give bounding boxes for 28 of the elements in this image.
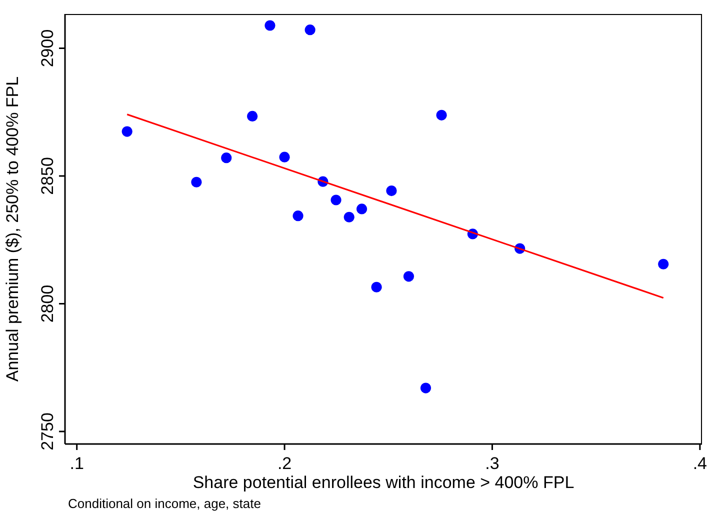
x-tick-label: .2 <box>277 454 292 473</box>
point <box>436 110 447 120</box>
point <box>344 212 354 222</box>
y-tick-label: 2750 <box>38 412 57 450</box>
x-tick-label: .3 <box>485 454 500 473</box>
point <box>304 24 316 36</box>
y-tick-label: 2850 <box>38 157 57 195</box>
x-tick-label: .4 <box>692 454 708 473</box>
point <box>386 186 397 196</box>
point <box>122 126 132 137</box>
point <box>279 152 290 162</box>
point <box>191 176 202 188</box>
y-tick-label: 2900 <box>38 29 57 68</box>
point <box>292 210 304 222</box>
point <box>371 282 382 292</box>
point <box>658 258 669 270</box>
x-axis-title: Share potential enrollees with income > 400% FPL <box>192 473 574 492</box>
point <box>403 271 414 282</box>
point <box>420 382 432 394</box>
text: Conditional on income, age, state <box>68 496 261 511</box>
point <box>247 110 258 122</box>
point <box>330 194 342 206</box>
y-axis-title: Annual premium ($), 250% to 400% FPL <box>3 76 22 382</box>
y-tick-label: 2800 <box>38 284 57 323</box>
point <box>356 204 368 214</box>
point <box>264 20 276 31</box>
x-tick-label: .1 <box>70 454 84 473</box>
point <box>221 152 232 164</box>
